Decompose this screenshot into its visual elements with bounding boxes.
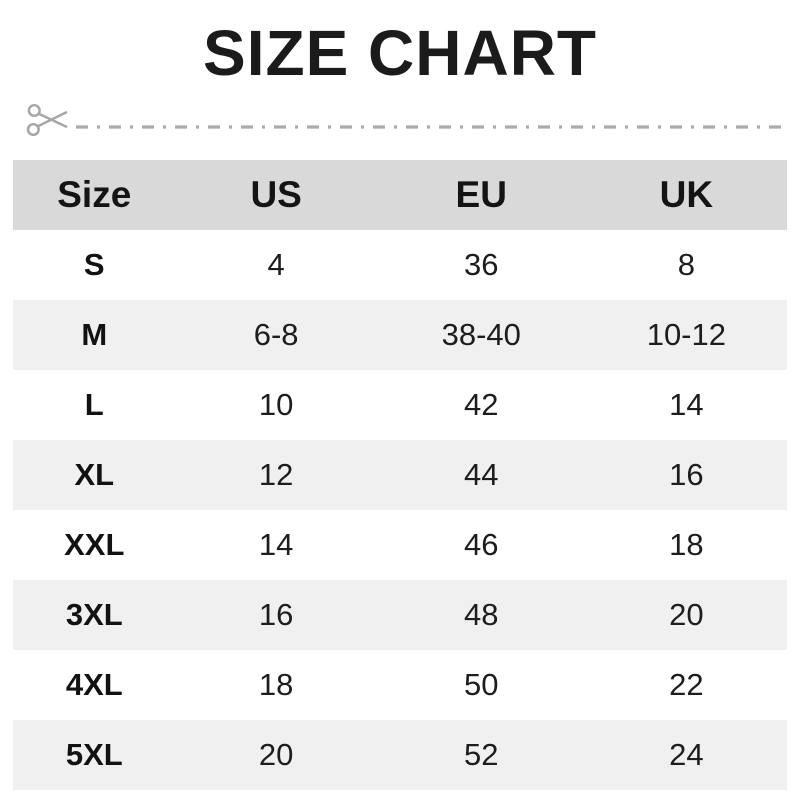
size-cell: XXL <box>64 527 125 562</box>
table-header-row: Size US EU UK <box>13 160 787 230</box>
table-row-l: L 10 42 14 <box>13 370 787 440</box>
column-header-us: US <box>250 174 302 215</box>
uk-cell: 22 <box>669 667 704 702</box>
table-row-4xl: 4XL 18 50 22 <box>13 650 787 720</box>
page-title: SIZE CHART <box>203 17 597 89</box>
uk-cell: 18 <box>669 527 704 562</box>
uk-cell: 20 <box>669 597 704 632</box>
size-cell: 5XL <box>65 737 123 772</box>
eu-cell: 38-40 <box>441 317 521 352</box>
eu-cell: 44 <box>464 457 499 492</box>
size-cell: S <box>83 247 105 282</box>
scissors-icon <box>26 101 72 144</box>
eu-cell: 42 <box>464 387 499 422</box>
size-cell: XL <box>74 457 115 492</box>
us-cell: 20 <box>258 737 294 772</box>
column-header-eu: EU <box>455 174 507 215</box>
uk-cell: 24 <box>669 737 704 772</box>
cut-line <box>26 102 788 142</box>
uk-cell: 14 <box>669 387 704 422</box>
size-cell: M <box>81 317 108 352</box>
uk-cell: 16 <box>669 457 704 492</box>
table-row-xxl: XXL 14 46 18 <box>13 510 787 580</box>
us-cell: 12 <box>258 457 294 492</box>
uk-cell: 10-12 <box>646 317 726 352</box>
size-table: Size US EU UK S 4 36 8 M 6-8 38-40 10-12… <box>13 160 787 790</box>
eu-cell: 48 <box>464 597 499 632</box>
cut-dash-line <box>76 118 788 129</box>
table-row-xl: XL 12 44 16 <box>13 440 787 510</box>
table-row-s: S 4 36 8 <box>13 230 787 300</box>
uk-cell: 8 <box>677 247 695 282</box>
eu-cell: 46 <box>464 527 499 562</box>
eu-cell: 52 <box>464 737 499 772</box>
size-cell: L <box>84 387 104 422</box>
us-cell: 16 <box>258 597 294 632</box>
size-cell: 3XL <box>65 597 123 632</box>
table-row-5xl: 5XL 20 52 24 <box>13 720 787 790</box>
size-cell: 4XL <box>65 667 123 702</box>
us-cell: 6-8 <box>253 317 299 352</box>
column-header-uk: UK <box>659 174 714 215</box>
us-cell: 4 <box>267 247 285 282</box>
table-row-3xl: 3XL 16 48 20 <box>13 580 787 650</box>
eu-cell: 36 <box>464 247 499 282</box>
us-cell: 14 <box>258 527 294 562</box>
column-header-size: Size <box>57 174 132 215</box>
us-cell: 10 <box>258 387 294 422</box>
table-row-m: M 6-8 38-40 10-12 <box>13 300 787 370</box>
eu-cell: 50 <box>464 667 499 702</box>
us-cell: 18 <box>258 667 294 702</box>
